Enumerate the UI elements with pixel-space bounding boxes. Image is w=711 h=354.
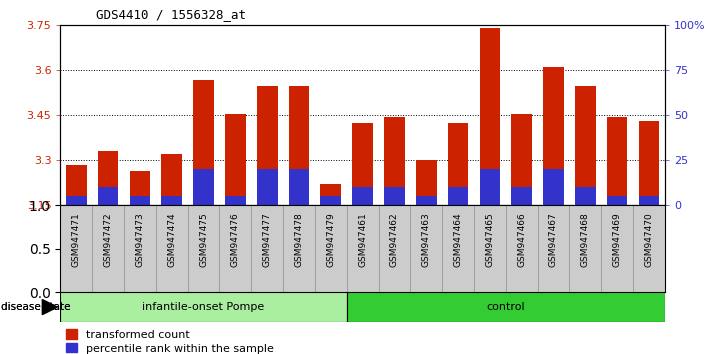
Bar — [410, 205, 442, 292]
Bar — [66, 196, 87, 205]
Bar — [257, 169, 277, 205]
Text: GSM947472: GSM947472 — [104, 212, 112, 267]
Text: GSM947475: GSM947475 — [199, 212, 208, 267]
Bar — [283, 205, 315, 292]
Bar — [416, 160, 437, 205]
Bar — [66, 165, 87, 205]
Bar — [543, 169, 564, 205]
Bar — [315, 205, 347, 292]
Bar — [289, 86, 309, 205]
Bar — [448, 187, 469, 205]
Text: GSM947474: GSM947474 — [167, 212, 176, 267]
Bar — [161, 154, 182, 205]
Bar — [378, 205, 410, 292]
Bar — [633, 205, 665, 292]
Text: GSM947477: GSM947477 — [262, 212, 272, 267]
Bar — [575, 86, 596, 205]
Text: GSM947465: GSM947465 — [486, 212, 494, 267]
Text: infantile-onset Pompe: infantile-onset Pompe — [142, 302, 264, 312]
Bar — [188, 205, 220, 292]
Bar — [511, 187, 532, 205]
Bar — [60, 205, 92, 292]
Bar — [479, 28, 500, 205]
Bar — [384, 116, 405, 205]
Polygon shape — [43, 299, 58, 315]
Text: GSM947466: GSM947466 — [517, 212, 526, 267]
Bar — [347, 205, 378, 292]
Text: control: control — [486, 302, 525, 312]
Bar — [384, 187, 405, 205]
Text: GSM947476: GSM947476 — [231, 212, 240, 267]
Bar — [352, 187, 373, 205]
Bar — [352, 122, 373, 205]
Bar — [225, 114, 246, 205]
Bar — [347, 292, 665, 322]
Bar — [511, 114, 532, 205]
Bar — [156, 205, 188, 292]
Bar — [129, 171, 150, 205]
Bar — [92, 205, 124, 292]
Bar — [321, 196, 341, 205]
Bar — [479, 169, 500, 205]
Bar — [638, 121, 659, 205]
Text: GDS4410 / 1556328_at: GDS4410 / 1556328_at — [96, 8, 246, 21]
Text: GSM947470: GSM947470 — [644, 212, 653, 267]
Text: GSM947463: GSM947463 — [422, 212, 431, 267]
Text: GSM947468: GSM947468 — [581, 212, 589, 267]
Bar — [257, 86, 277, 205]
Bar — [161, 196, 182, 205]
Bar — [570, 205, 602, 292]
Bar — [638, 196, 659, 205]
Text: disease state: disease state — [1, 302, 70, 312]
Bar — [606, 196, 627, 205]
Text: GSM947471: GSM947471 — [72, 212, 81, 267]
Bar — [98, 151, 119, 205]
Bar — [124, 205, 156, 292]
Bar — [416, 196, 437, 205]
Bar — [193, 169, 214, 205]
Text: disease state: disease state — [1, 302, 70, 312]
Bar — [98, 187, 119, 205]
Text: GSM947467: GSM947467 — [549, 212, 558, 267]
Text: GSM947478: GSM947478 — [294, 212, 304, 267]
Text: GSM947462: GSM947462 — [390, 212, 399, 267]
Legend: transformed count, percentile rank within the sample: transformed count, percentile rank withi… — [66, 330, 274, 354]
Bar — [442, 205, 474, 292]
Bar — [225, 196, 246, 205]
Bar — [193, 80, 214, 205]
Bar — [251, 205, 283, 292]
Bar — [448, 122, 469, 205]
Text: GSM947464: GSM947464 — [454, 212, 463, 267]
Text: GSM947461: GSM947461 — [358, 212, 367, 267]
Bar — [321, 184, 341, 205]
Bar — [289, 169, 309, 205]
Bar — [543, 67, 564, 205]
Bar — [474, 205, 506, 292]
Text: GSM947473: GSM947473 — [136, 212, 144, 267]
Bar — [606, 116, 627, 205]
Bar — [220, 205, 251, 292]
Bar — [575, 187, 596, 205]
Bar — [60, 292, 347, 322]
Text: GSM947479: GSM947479 — [326, 212, 336, 267]
Bar — [129, 196, 150, 205]
Text: GSM947469: GSM947469 — [613, 212, 621, 267]
Bar — [602, 205, 633, 292]
Bar — [506, 205, 538, 292]
Bar — [538, 205, 570, 292]
